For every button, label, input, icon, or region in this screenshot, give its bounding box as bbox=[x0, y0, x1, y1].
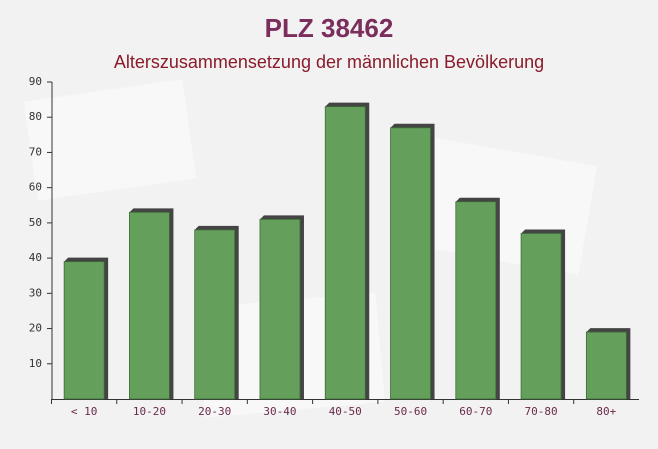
bar bbox=[194, 229, 236, 400]
y-tick-label: 60 bbox=[29, 181, 42, 194]
x-tick-label: 20-30 bbox=[198, 405, 231, 418]
x-tick-label: 10-20 bbox=[133, 405, 166, 418]
bar bbox=[63, 261, 105, 400]
bar bbox=[455, 201, 497, 400]
x-tick-label: 40-50 bbox=[329, 405, 362, 418]
x-tick-label: 60-70 bbox=[459, 405, 492, 418]
y-tick-label: 10 bbox=[29, 357, 42, 370]
y-tick-label: 80 bbox=[29, 110, 42, 123]
x-tick-label: 50-60 bbox=[394, 405, 427, 418]
x-tick-label: < 10 bbox=[71, 405, 98, 418]
y-tick-label: 90 bbox=[29, 75, 42, 88]
bar bbox=[259, 218, 301, 400]
bar bbox=[390, 127, 431, 400]
y-tick-label: 70 bbox=[29, 145, 42, 158]
y-tick-label: 40 bbox=[29, 251, 42, 264]
x-tick-label: 70-80 bbox=[525, 405, 558, 418]
chart-title: PLZ 38462 bbox=[265, 13, 394, 43]
x-tick-label: 80+ bbox=[596, 405, 616, 418]
bar bbox=[129, 211, 170, 400]
y-tick-label: 20 bbox=[29, 322, 42, 335]
decor bbox=[23, 79, 197, 201]
x-tick-label: 30-40 bbox=[263, 405, 296, 418]
y-tick-label: 30 bbox=[29, 286, 42, 299]
bar bbox=[520, 233, 562, 400]
bar bbox=[324, 106, 366, 400]
bar bbox=[585, 331, 627, 400]
chart-subtitle: Alterszusammensetzung der männlichen Bev… bbox=[114, 52, 544, 72]
y-tick-label: 50 bbox=[29, 216, 42, 229]
